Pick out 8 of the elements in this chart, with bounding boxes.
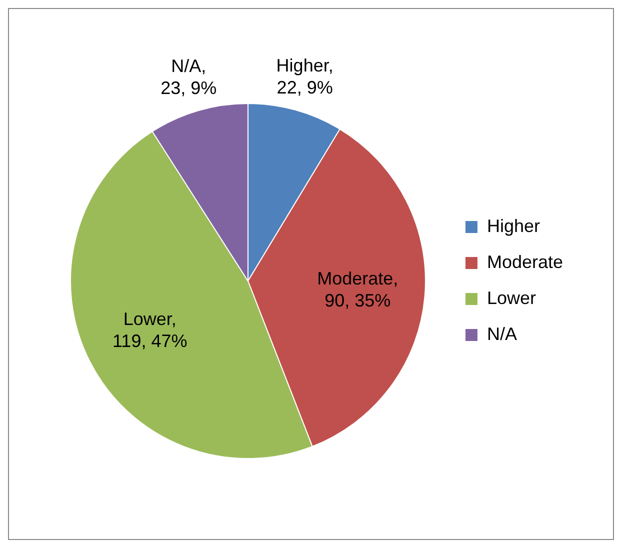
legend-label: Lower [486,288,536,308]
legend-label: Higher [486,216,540,236]
data-label: Higher, 22, 9% [276,55,334,98]
legend-label: Moderate [486,252,564,272]
legend-label: N/A [486,324,517,344]
data-label: Lower, 119, 47% [112,308,188,351]
data-label: Moderate, 90, 35% [317,268,398,310]
data-label: N/A, 23, 9% [160,56,217,98]
